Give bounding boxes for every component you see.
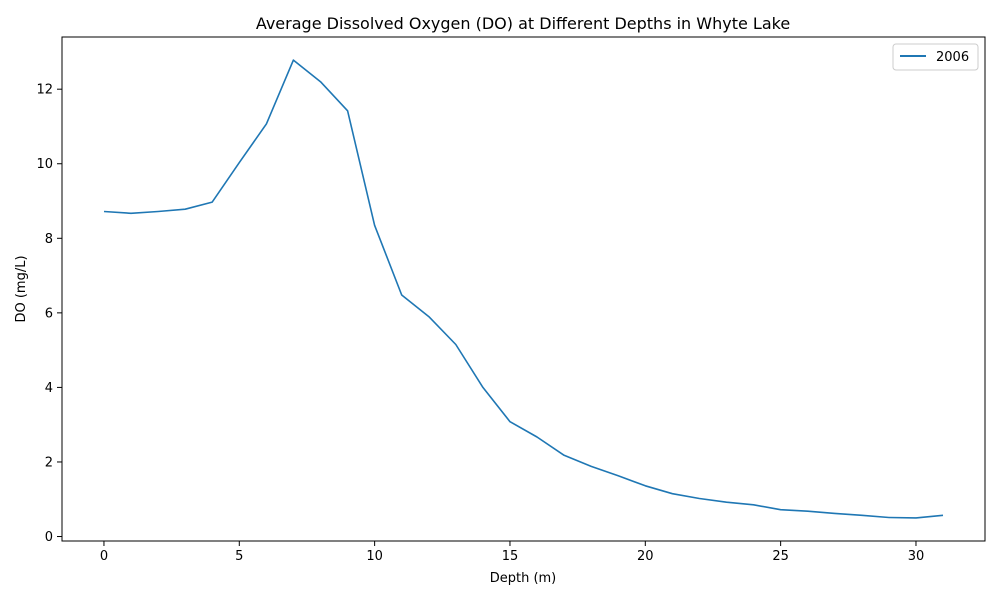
x-tick-label: 20 [637, 549, 654, 564]
y-tick-label: 8 [45, 232, 53, 247]
x-tick-label: 10 [366, 549, 383, 564]
x-axis: 0 5 10 15 20 25 30 [100, 541, 924, 564]
x-tick-label: 15 [502, 549, 519, 564]
x-tick-label: 25 [772, 549, 789, 564]
series-layer [103, 59, 944, 519]
y-axis: 0 2 4 6 8 10 12 [36, 83, 62, 545]
x-tick-label: 5 [235, 549, 243, 564]
x-tick-label: 30 [908, 549, 925, 564]
legend: 2006 [892, 43, 979, 71]
y-tick-label: 2 [45, 455, 53, 470]
series-line-2006 [103, 59, 944, 519]
y-tick-label: 4 [45, 381, 53, 396]
legend-box [892, 43, 979, 71]
y-tick-label: 6 [45, 306, 53, 321]
x-tick-label: 0 [100, 549, 108, 564]
chart-title: Average Dissolved Oxygen (DO) at Differe… [256, 14, 790, 33]
y-tick-label: 0 [45, 530, 53, 545]
x-axis-label: Depth (m) [490, 571, 557, 586]
legend-label-2006: 2006 [936, 50, 969, 65]
y-tick-label: 12 [36, 83, 53, 98]
plot-frame [61, 36, 986, 542]
y-tick-label: 10 [36, 157, 53, 172]
y-axis-label: DO (mg/L) [14, 255, 29, 322]
